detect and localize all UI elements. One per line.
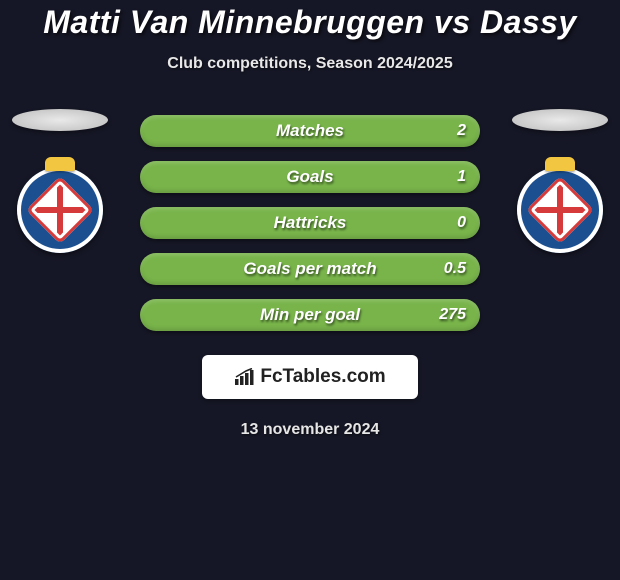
stat-label: Matches (276, 121, 344, 141)
stat-label: Goals per match (243, 259, 376, 279)
player-right-silhouette (512, 109, 608, 131)
player-right-column (510, 109, 610, 253)
player-left-silhouette (12, 109, 108, 131)
brand-box: FcTables.com (202, 355, 418, 399)
player-left-column (10, 109, 110, 253)
stat-row-min-per-goal: Min per goal 275 (140, 299, 480, 331)
stat-bars: Matches 2 Goals 1 Hattricks 0 Goals per … (140, 115, 480, 331)
stat-value-right: 0 (457, 214, 466, 232)
comparison-panel: Matches 2 Goals 1 Hattricks 0 Goals per … (0, 115, 620, 439)
stat-label: Goals (286, 167, 333, 187)
player-right-club-badge (517, 167, 603, 253)
stat-row-goals: Goals 1 (140, 161, 480, 193)
stat-value-right: 1 (457, 168, 466, 186)
stat-label: Hattricks (274, 213, 347, 233)
stat-value-right: 275 (439, 306, 466, 324)
footer-date: 13 november 2024 (0, 421, 620, 439)
stat-row-matches: Matches 2 (140, 115, 480, 147)
bars-growth-icon (234, 368, 256, 386)
stat-row-hattricks: Hattricks 0 (140, 207, 480, 239)
player-left-club-badge (17, 167, 103, 253)
stat-value-right: 2 (457, 122, 466, 140)
page-subtitle: Club competitions, Season 2024/2025 (0, 55, 620, 73)
stat-value-right: 0.5 (444, 260, 466, 278)
brand-text: FcTables.com (260, 366, 385, 388)
stat-row-goals-per-match: Goals per match 0.5 (140, 253, 480, 285)
page-title: Matti Van Minnebruggen vs Dassy (0, 4, 620, 41)
stat-label: Min per goal (260, 305, 360, 325)
